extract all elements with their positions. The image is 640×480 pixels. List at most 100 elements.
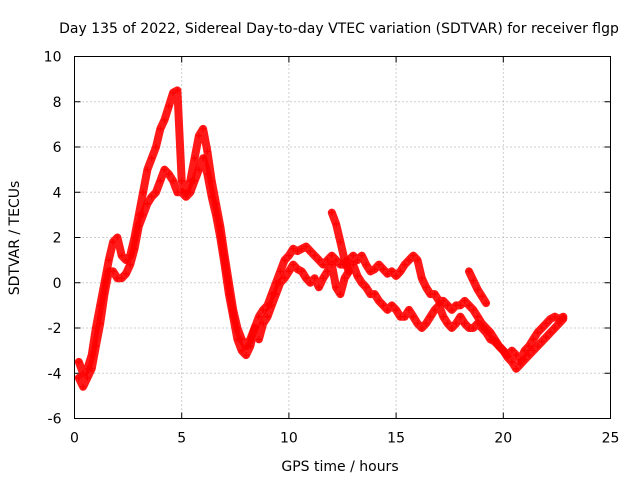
series-band xyxy=(74,154,568,391)
x-tick-label: 15 xyxy=(387,431,405,447)
data-point xyxy=(324,268,331,275)
data-point xyxy=(474,286,481,293)
data-point xyxy=(118,275,125,282)
data-point xyxy=(423,284,430,291)
data-point xyxy=(122,270,129,277)
data-point xyxy=(414,257,421,264)
series-short-segment xyxy=(327,208,353,276)
data-point xyxy=(118,252,125,259)
data-point xyxy=(547,315,554,322)
series-upper-track xyxy=(74,86,568,378)
data-series xyxy=(74,86,568,391)
data-point xyxy=(363,261,370,268)
data-point xyxy=(195,132,202,139)
data-point xyxy=(277,279,284,286)
data-point xyxy=(204,148,211,155)
data-point xyxy=(298,245,305,252)
data-point xyxy=(517,361,524,368)
x-tick-label: 20 xyxy=(494,431,512,447)
data-point xyxy=(243,352,250,359)
data-point xyxy=(371,291,378,298)
data-point xyxy=(367,268,374,275)
data-point xyxy=(354,257,361,264)
data-point xyxy=(290,261,297,268)
data-point xyxy=(294,248,301,255)
y-axis-label: SDTVAR / TECUs xyxy=(7,181,23,296)
data-point xyxy=(401,261,408,268)
data-point xyxy=(311,252,318,259)
data-point xyxy=(178,177,185,184)
data-point xyxy=(127,261,134,268)
data-point xyxy=(418,325,425,331)
data-point xyxy=(414,320,421,327)
data-point xyxy=(75,358,82,365)
data-point xyxy=(341,275,348,282)
data-point xyxy=(440,297,447,304)
data-point xyxy=(135,223,142,230)
data-point xyxy=(281,275,288,282)
data-point xyxy=(114,234,121,241)
data-point xyxy=(307,248,314,255)
data-point xyxy=(281,257,288,264)
data-point xyxy=(405,257,412,264)
data-point xyxy=(483,300,490,307)
data-point xyxy=(431,306,438,313)
data-point xyxy=(393,272,400,279)
data-point xyxy=(277,268,284,275)
data-point xyxy=(170,177,177,184)
data-point xyxy=(530,336,537,343)
data-point xyxy=(337,239,344,246)
data-point xyxy=(110,239,117,246)
data-point xyxy=(551,313,558,320)
data-point xyxy=(418,275,425,282)
data-point xyxy=(496,343,503,350)
data-point xyxy=(298,268,305,275)
data-point xyxy=(457,302,464,309)
data-point xyxy=(285,252,292,259)
data-point xyxy=(350,261,357,268)
data-point xyxy=(140,189,147,196)
data-point xyxy=(465,302,472,309)
x-tick-label: 10 xyxy=(280,431,298,447)
x-tick-label: 0 xyxy=(70,431,79,447)
data-point xyxy=(320,275,327,282)
data-point xyxy=(152,144,159,150)
data-point xyxy=(80,383,87,390)
data-point xyxy=(393,306,400,313)
y-tick-label: 8 xyxy=(53,95,62,111)
data-point xyxy=(251,325,258,331)
data-point xyxy=(358,252,365,259)
data-point xyxy=(303,275,310,282)
data-point xyxy=(538,325,545,331)
data-point xyxy=(225,291,232,298)
data-point xyxy=(285,268,292,275)
data-point xyxy=(341,257,348,264)
data-point xyxy=(508,358,515,365)
data-point xyxy=(234,336,241,343)
data-point xyxy=(543,320,550,327)
data-point xyxy=(513,365,520,372)
data-point xyxy=(328,252,335,259)
series-lower-track xyxy=(74,154,568,391)
data-point xyxy=(521,347,528,354)
data-point xyxy=(238,347,245,354)
data-point xyxy=(380,302,387,309)
data-point xyxy=(444,302,451,309)
data-point xyxy=(92,343,99,350)
data-point xyxy=(345,268,352,275)
data-point xyxy=(504,354,511,361)
data-point xyxy=(152,189,159,196)
data-point xyxy=(465,268,472,275)
data-point xyxy=(384,270,391,277)
data-point xyxy=(500,347,507,354)
data-point xyxy=(547,329,554,336)
data-point xyxy=(324,257,331,264)
data-point xyxy=(333,284,340,291)
data-point xyxy=(208,193,215,200)
data-point xyxy=(521,356,528,363)
data-point xyxy=(478,325,485,331)
y-tick-label: -6 xyxy=(48,412,62,428)
chart-title: Day 135 of 2022, Sidereal Day-to-day VTE… xyxy=(59,21,619,37)
y-tick-label: 6 xyxy=(53,140,62,156)
data-point xyxy=(191,177,198,184)
